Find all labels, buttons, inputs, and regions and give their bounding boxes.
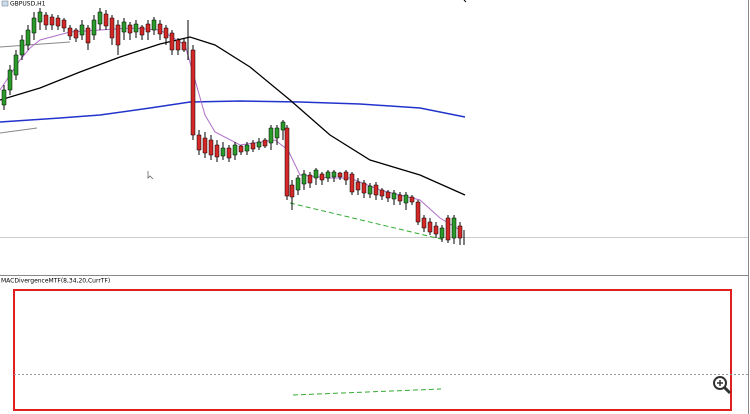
tick-mark	[463, 0, 467, 3]
trendline	[0, 127, 38, 134]
indicator-label: MACDivergenceMTF(8,34,20,CurrTF)	[1, 278, 110, 285]
candle-bodies-down	[43, 13, 463, 241]
indicator-divergence-line	[292, 388, 442, 396]
ma-black	[0, 36, 466, 196]
zoom-button[interactable]	[713, 376, 732, 395]
ma-blue	[0, 100, 466, 123]
symbol-label: GBPUSD,H1	[10, 1, 46, 8]
zoom-icon-lens	[713, 376, 727, 390]
mouse-cursor	[147, 171, 154, 180]
highlight-box	[13, 289, 732, 411]
divergence-line	[289, 202, 446, 241]
zoom-icon-handle	[722, 385, 732, 395]
candle-bodies-up	[1, 11, 457, 239]
symbol-icon	[1, 0, 9, 7]
